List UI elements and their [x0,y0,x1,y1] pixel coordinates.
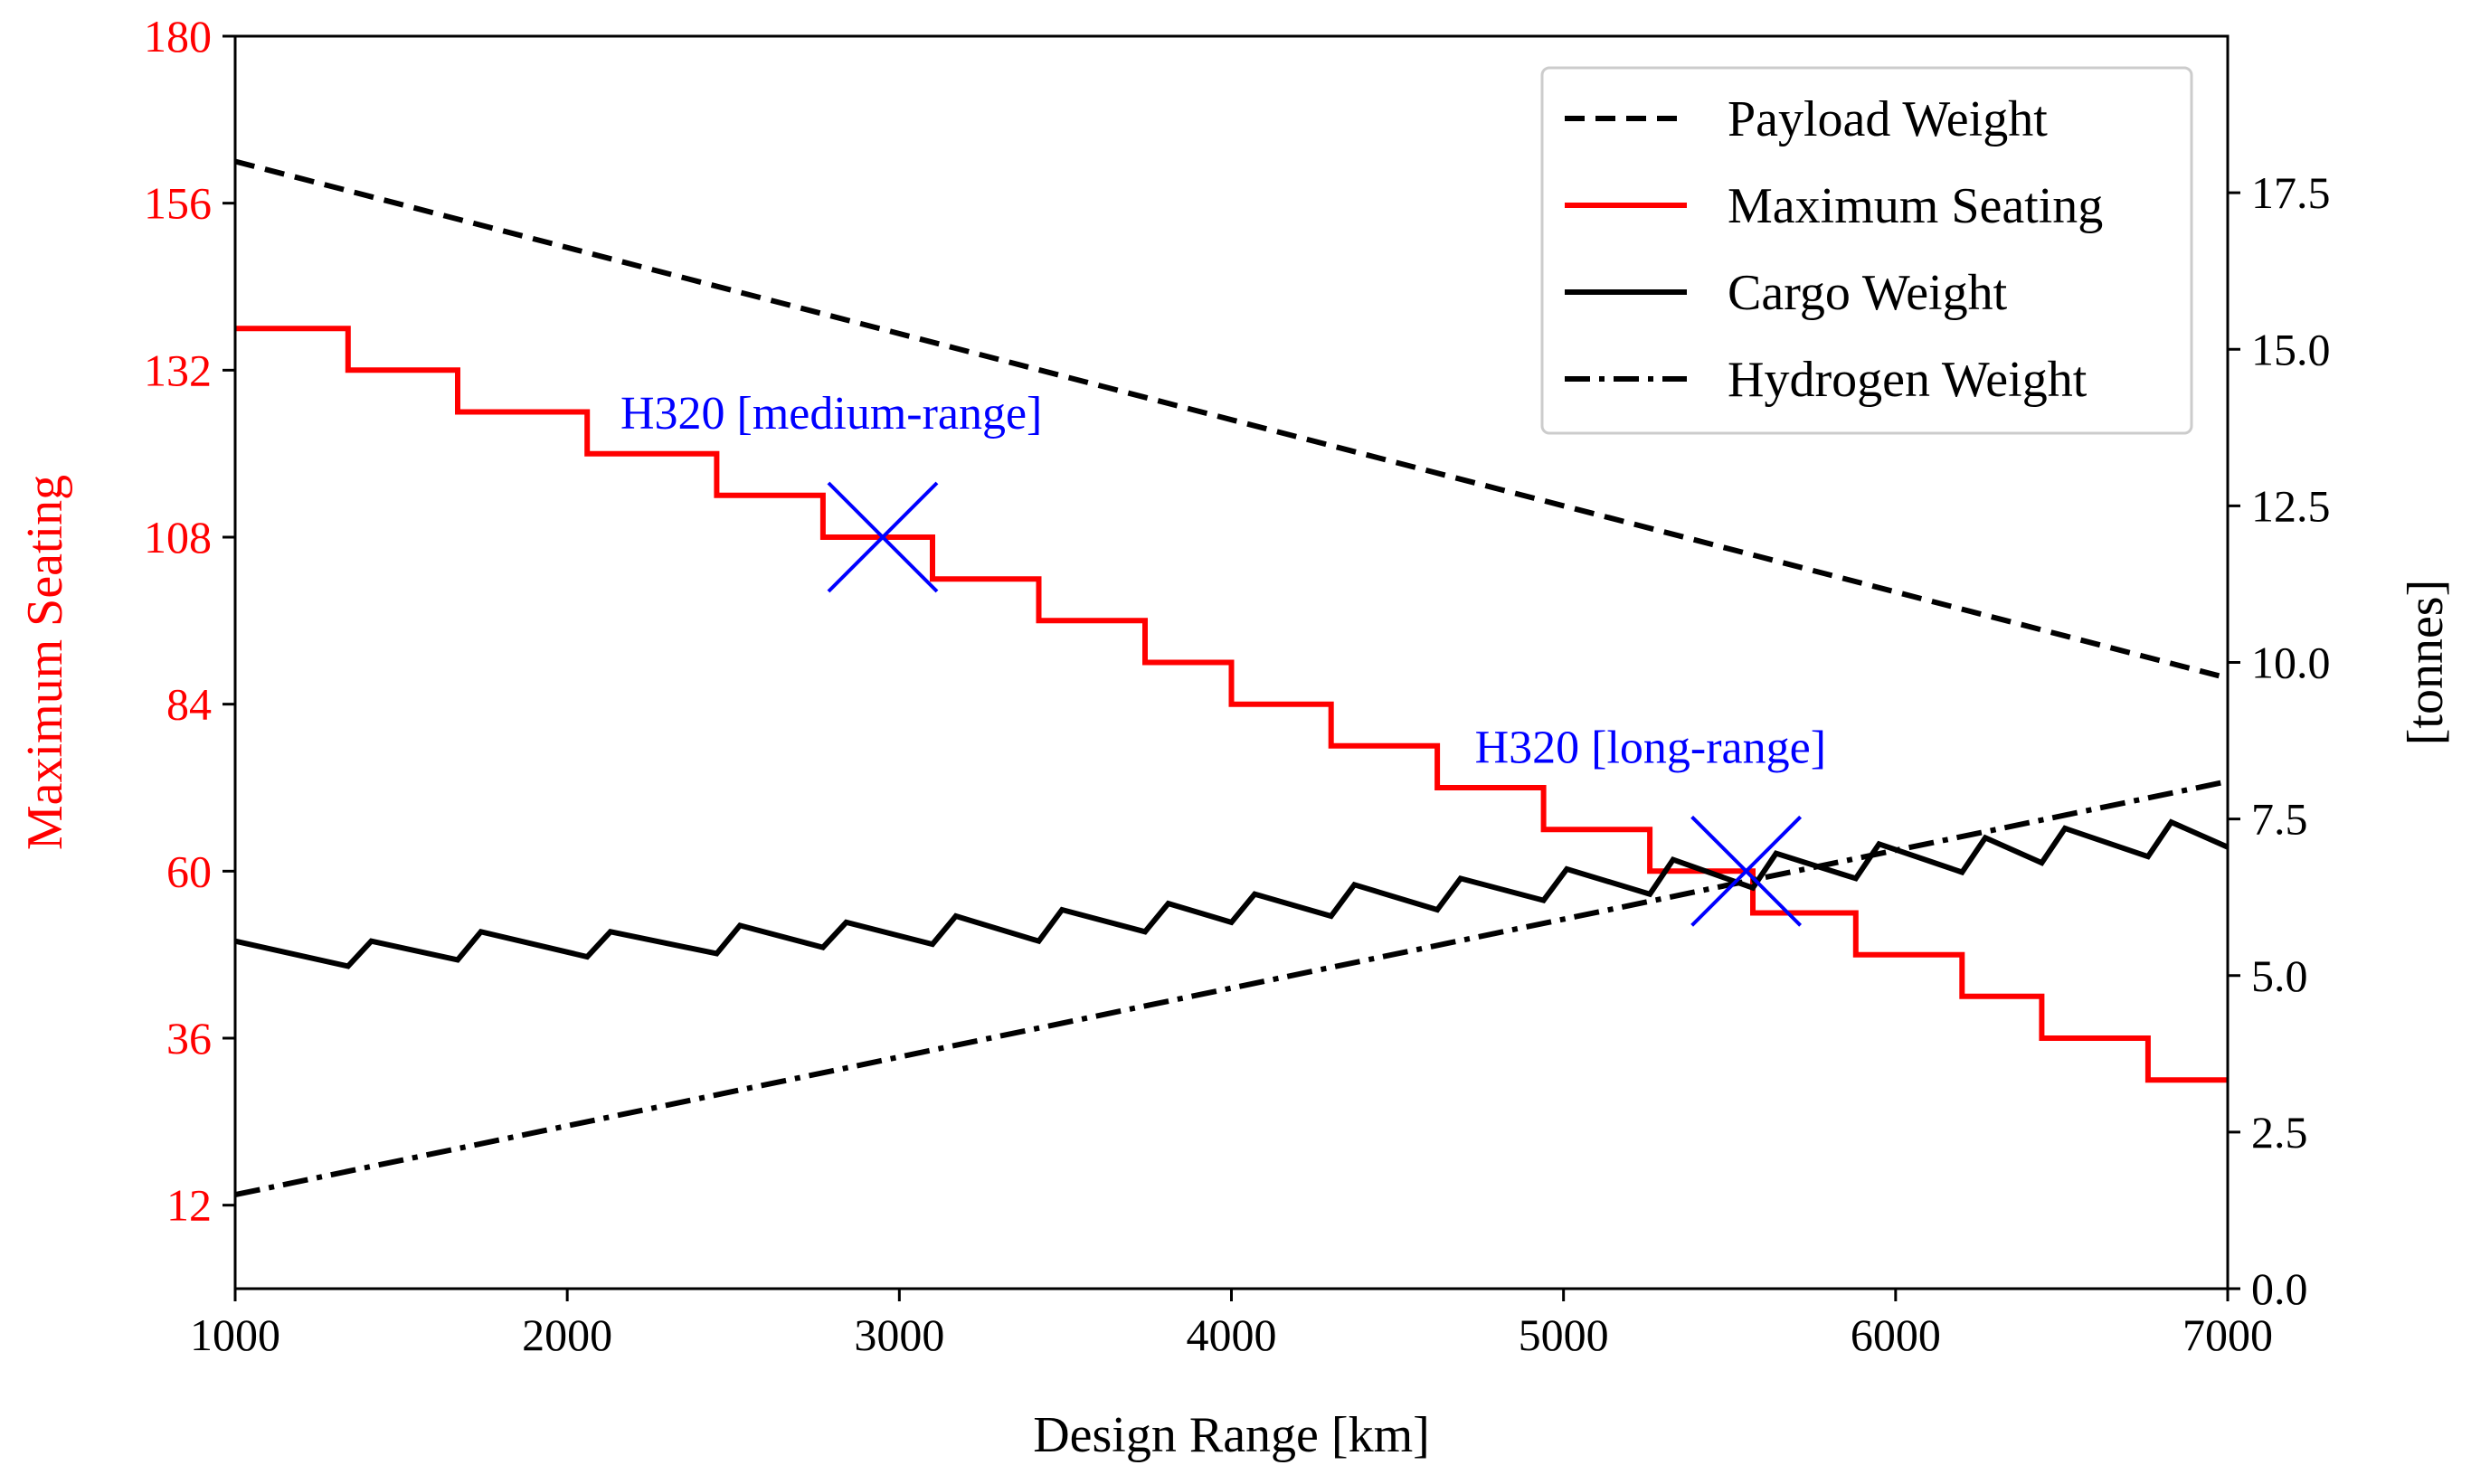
plot-layer: H320 [medium-range] H320 [long-range] [234,158,2230,1198]
legend-label: Payload Weight [1728,91,2048,147]
y-left-axis-label: Maximum Seating [17,475,73,850]
y-right-tick-label: 7.5 [2251,794,2308,845]
annotation-marker [827,481,939,593]
annotation-label: H320 [medium-range] [620,388,1042,440]
y-right-tick-label: 17.5 [2251,167,2331,218]
y-right-tick-label: 5.0 [2251,950,2308,1001]
x-tick-label: 5000 [1519,1309,1609,1360]
series-line-maximum-seating [235,326,2228,1083]
y-left-tick-label: 84 [166,679,212,730]
x-tick-label: 4000 [1187,1309,1277,1360]
legend-label: Cargo Weight [1728,265,2008,321]
y-left-tick-label: 12 [166,1180,212,1231]
y-right-axis-label: [tonnes] [2398,580,2454,746]
x-axis-label: Design Range [km] [1033,1407,1430,1463]
annotation-marker [1690,815,1803,927]
y-left-tick-label: 180 [144,11,212,61]
legend: Payload Weight Maximum Seating Cargo Weigh… [1540,66,2193,435]
y-right-tick-label: 0.0 [2251,1263,2308,1314]
x-tick-label: 7000 [2182,1309,2273,1360]
x-tick-label: 1000 [190,1309,280,1360]
legend-box [1540,66,2193,435]
axes: 1000 2000 3000 4000 5000 6000 7000 Design Range… [17,11,2454,1463]
series-line-payload-weight [234,158,2229,681]
annotation-label: H320 [long-range] [1475,722,1826,773]
y-right-tick-label: 2.5 [2251,1107,2308,1158]
series-line-hydrogen-weight [234,779,2229,1198]
y-left-tick-label: 60 [166,846,212,896]
y-right-tick-label: 10.0 [2251,638,2331,688]
y-right-tick-label: 12.5 [2251,480,2331,531]
x-tick-label: 3000 [854,1309,944,1360]
series-line-cargo-weight [234,818,2230,969]
y-left-tick-label: 156 [144,178,212,229]
y-left-tick-label: 132 [144,345,212,395]
y-right-tick-label: 15.0 [2251,324,2331,374]
legend-label: Maximum Seating [1728,178,2103,234]
x-tick-label: 6000 [1851,1309,1941,1360]
y-left-tick-label: 36 [166,1013,212,1063]
legend-label: Hydrogen Weight [1728,352,2088,408]
x-tick-label: 2000 [522,1309,612,1360]
y-left-tick-label: 108 [144,512,212,562]
